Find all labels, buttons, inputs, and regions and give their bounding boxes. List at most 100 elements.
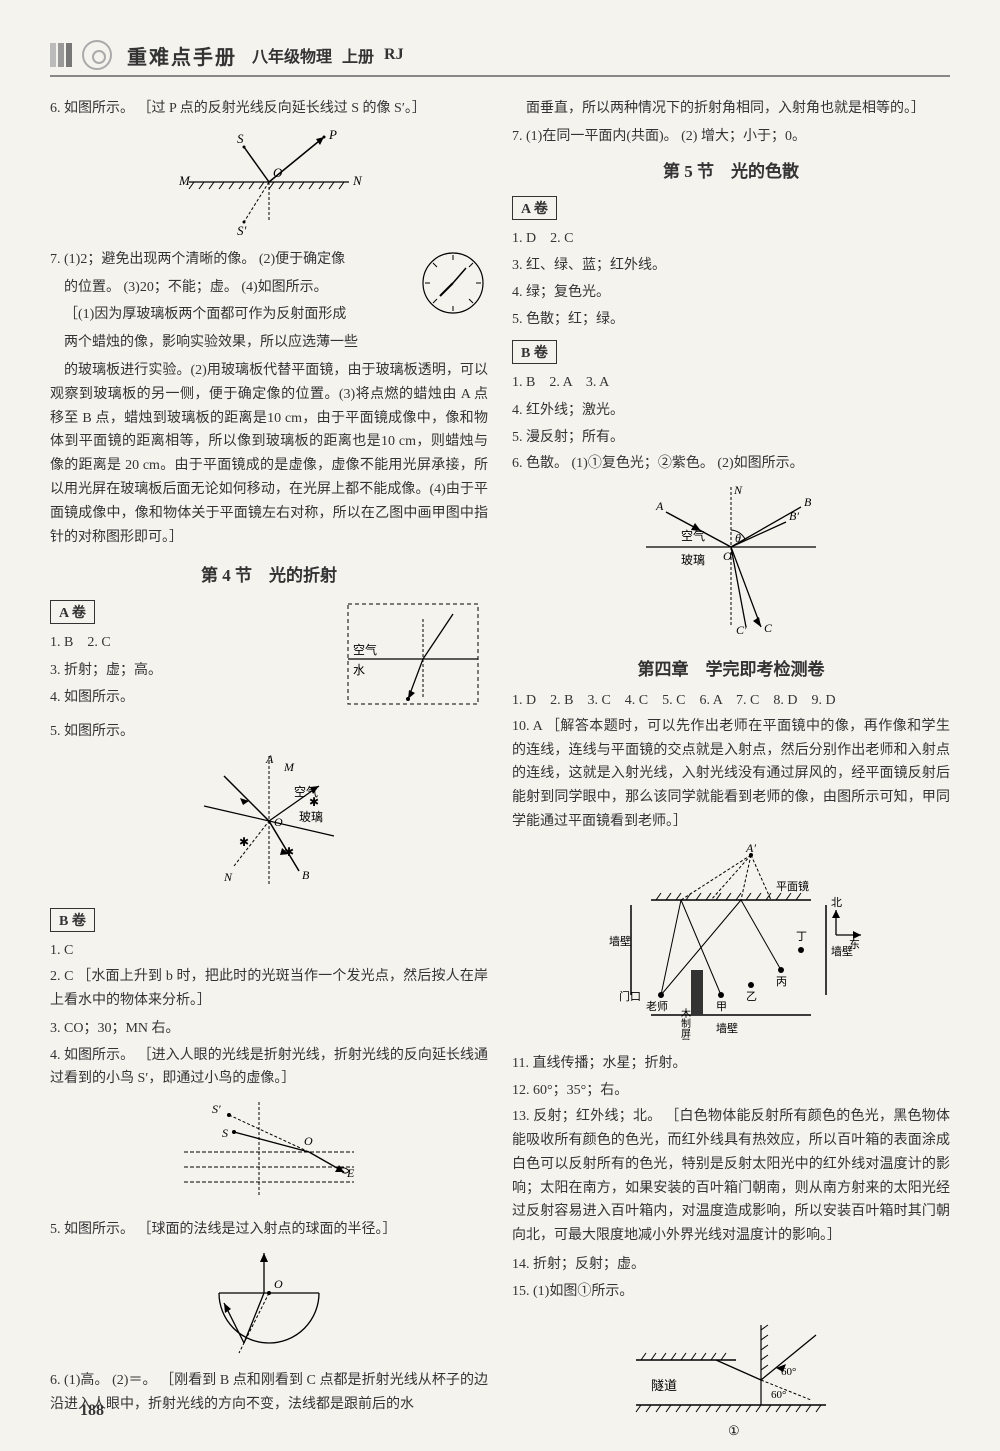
b-ans-5: 5. 如图所示。 ［球面的法线是过入射点的球面的半径。］ — [50, 1218, 488, 1242]
r-tag-b: B 卷 — [512, 340, 557, 364]
content-columns: 6. 如图所示。 ［过 P 点的反射光线反向延长线过 S 的像 S′。］ — [50, 97, 950, 1451]
svg-text:✱: ✱ — [284, 845, 294, 859]
figure-sphere-normal: O — [50, 1248, 488, 1363]
svg-text:北: 北 — [831, 896, 842, 909]
svg-text:玻璃: 玻璃 — [299, 810, 323, 824]
figure-tunnel: 隧道 60° 60° ① — [512, 1310, 950, 1445]
b-ans-6: 6. (1)高。 (2)＝。 ［刚看到 B 点和刚看到 C 点都是折射光线从杯子… — [50, 1369, 488, 1417]
ch4-14: 14. 折射；反射；虚。 — [512, 1252, 950, 1277]
svg-text:隧道: 隧道 — [651, 1378, 677, 1393]
svg-text:乙: 乙 — [746, 990, 757, 1003]
svg-text:✱: ✱ — [239, 835, 249, 849]
section-5-title: 第 5 节 光的色散 — [512, 157, 950, 182]
header-stripes — [50, 43, 72, 67]
grade-label: 八年级物理 — [252, 43, 332, 67]
svg-text:平面镜: 平面镜 — [776, 879, 809, 893]
b-ans-1: 1. C — [50, 938, 488, 963]
svg-text:O: O — [273, 165, 283, 180]
b-ans-3: 3. CO；30；MN 右。 — [50, 1016, 488, 1041]
r-tag-a: A 卷 — [512, 196, 557, 220]
page-number: 188 — [80, 1402, 104, 1420]
left-column: 6. 如图所示。 ［过 P 点的反射光线反向延长线过 S 的像 S′。］ — [50, 97, 488, 1451]
section-4-title: 第 4 节 光的折射 — [50, 561, 488, 586]
tag-b: B 卷 — [50, 908, 95, 932]
logo-icon — [82, 40, 112, 70]
svg-text:N: N — [223, 870, 233, 884]
ra-3: 3. 红、绿、蓝；红外线。 — [512, 253, 950, 278]
svg-text:玻璃: 玻璃 — [681, 553, 705, 567]
svg-text:丙: 丙 — [776, 976, 787, 988]
book-title: 重难点手册 — [127, 41, 237, 70]
page-header: 重难点手册 八年级物理 上册 RJ — [50, 40, 950, 77]
svg-text:S: S — [222, 1126, 228, 1140]
svg-text:C′: C′ — [736, 623, 747, 637]
figure-clock — [418, 248, 488, 323]
svg-text:门口: 门口 — [619, 989, 641, 1003]
svg-text:水: 水 — [353, 663, 365, 677]
svg-text:空气: 空气 — [681, 528, 705, 543]
q6-text: 6. 如图所示。 ［过 P 点的反射光线反向延长线过 S 的像 S′。］ — [50, 97, 488, 121]
ch4-13: 13. 反射；红外线；北。 ［白色物体能反射所有颜色的色光，黑色物体能吸收所有颜… — [512, 1105, 950, 1248]
svg-text:60°: 60° — [771, 1389, 786, 1401]
b-ans-4: 4. 如图所示。 ［进入人眼的光线是折射光线，折射光线的反向延长线通过看到的小鸟… — [50, 1044, 488, 1092]
svg-text:N: N — [733, 483, 743, 497]
ch4-15: 15. (1)如图①所示。 — [512, 1279, 950, 1304]
ra-4: 4. 绿；复色光。 — [512, 280, 950, 305]
rb-5: 5. 漫反射；所有。 — [512, 425, 950, 450]
svg-text:丁: 丁 — [796, 931, 807, 943]
svg-text:甲: 甲 — [716, 1001, 727, 1013]
svg-text:S: S — [237, 131, 244, 146]
svg-text:60°: 60° — [781, 1366, 796, 1378]
q7-line4: 两个蜡烛的像，影响实验效果，所以应选薄一些 — [50, 331, 488, 355]
ch4-11: 11. 直线传播；水星；折射。 — [512, 1051, 950, 1076]
b-ans-2: 2. C ［水面上升到 b 时，把此时的光斑当作一个发光点，然后按人在岸上看水中… — [50, 965, 488, 1013]
rb-4: 4. 红外线；激光。 — [512, 398, 950, 423]
ch4-mc: 1. D 2. B 3. C 4. C 5. C 6. A 7. C 8. D … — [512, 688, 950, 713]
svg-text:O: O — [304, 1134, 313, 1148]
rb-6: 6. 色散。 (1)①复色光；②紫色。 (2)如图所示。 — [512, 452, 950, 476]
figure-reflection-sp: S P O M N S′ — [50, 127, 488, 242]
svg-text:东: 东 — [849, 938, 860, 951]
svg-text:S′: S′ — [212, 1102, 221, 1116]
svg-text:B′: B′ — [789, 509, 799, 523]
svg-text:S′: S′ — [237, 223, 247, 237]
cont-text: 面垂直，所以两种情况下的折射角相同，入射角也就是相等的。］ — [512, 97, 950, 121]
svg-text:空气: 空气 — [353, 642, 377, 657]
svg-text:C: C — [764, 621, 773, 635]
svg-text:✱: ✱ — [309, 795, 319, 809]
tag-a: A 卷 — [50, 600, 95, 624]
right-column: 面垂直，所以两种情况下的折射角相同，入射角也就是相等的。］ 7. (1)在同一平… — [512, 97, 950, 1451]
svg-text:B: B — [804, 495, 812, 509]
figure-dispersion: N A B B′ 空气 玻璃 θ C C′ O — [512, 482, 950, 647]
rb-1: 1. B 2. A 3. A — [512, 370, 950, 395]
ch4-12: 12. 60°；35°；右。 — [512, 1078, 950, 1103]
r-q7: 7. (1)在同一平面内(共面)。 (2) 增大；小于；0。 — [512, 125, 950, 149]
svg-text:A: A — [265, 752, 274, 766]
figure-glass-refraction: A M 空气 玻璃 O B N ✱ ✱ ✱ — [50, 751, 488, 896]
svg-text:O: O — [274, 815, 283, 829]
ra-5: 5. 色散；红；绿。 — [512, 307, 950, 332]
svg-text:M: M — [283, 760, 295, 774]
edition-label: RJ — [384, 46, 404, 64]
svg-text:木制屏风: 木制屏风 — [679, 1008, 691, 1040]
q7-line5: 的玻璃板进行实验。(2)用玻璃板代替平面镜，由于玻璃板透明，可以观察到玻璃板的另… — [50, 359, 488, 549]
figure-refraction-air-water: 空气 水 — [338, 594, 488, 719]
svg-text:M: M — [178, 173, 191, 188]
svg-text:O: O — [274, 1277, 283, 1291]
a-ans-5: 5. 如图所示。 — [50, 719, 488, 744]
svg-text:老师: 老师 — [646, 1000, 668, 1013]
figure-mirror-classroom: A′ 平面镜 墙壁 墙壁 墙壁 门口 木制屏风 老师 甲 乙 丙 丁 — [512, 840, 950, 1045]
svg-text:①: ① — [728, 1423, 740, 1438]
svg-text:P: P — [328, 127, 337, 142]
ra-1: 1. D 2. C — [512, 226, 950, 251]
svg-text:B: B — [302, 868, 310, 882]
ch4-10: 10. A ［解答本题时，可以先作出老师在平面镜中的像，再作像和学生的连线，连线… — [512, 715, 950, 834]
svg-text:O: O — [723, 549, 732, 563]
svg-text:N: N — [352, 173, 363, 188]
svg-text:墙壁: 墙壁 — [716, 1021, 738, 1035]
figure-bird-virtual: S′ S O E — [50, 1097, 488, 1212]
svg-text:墙壁: 墙壁 — [609, 934, 631, 948]
svg-text:A: A — [655, 499, 664, 513]
volume-label: 上册 — [342, 43, 374, 67]
chapter-4-title: 第四章 学完即考检测卷 — [512, 655, 950, 680]
